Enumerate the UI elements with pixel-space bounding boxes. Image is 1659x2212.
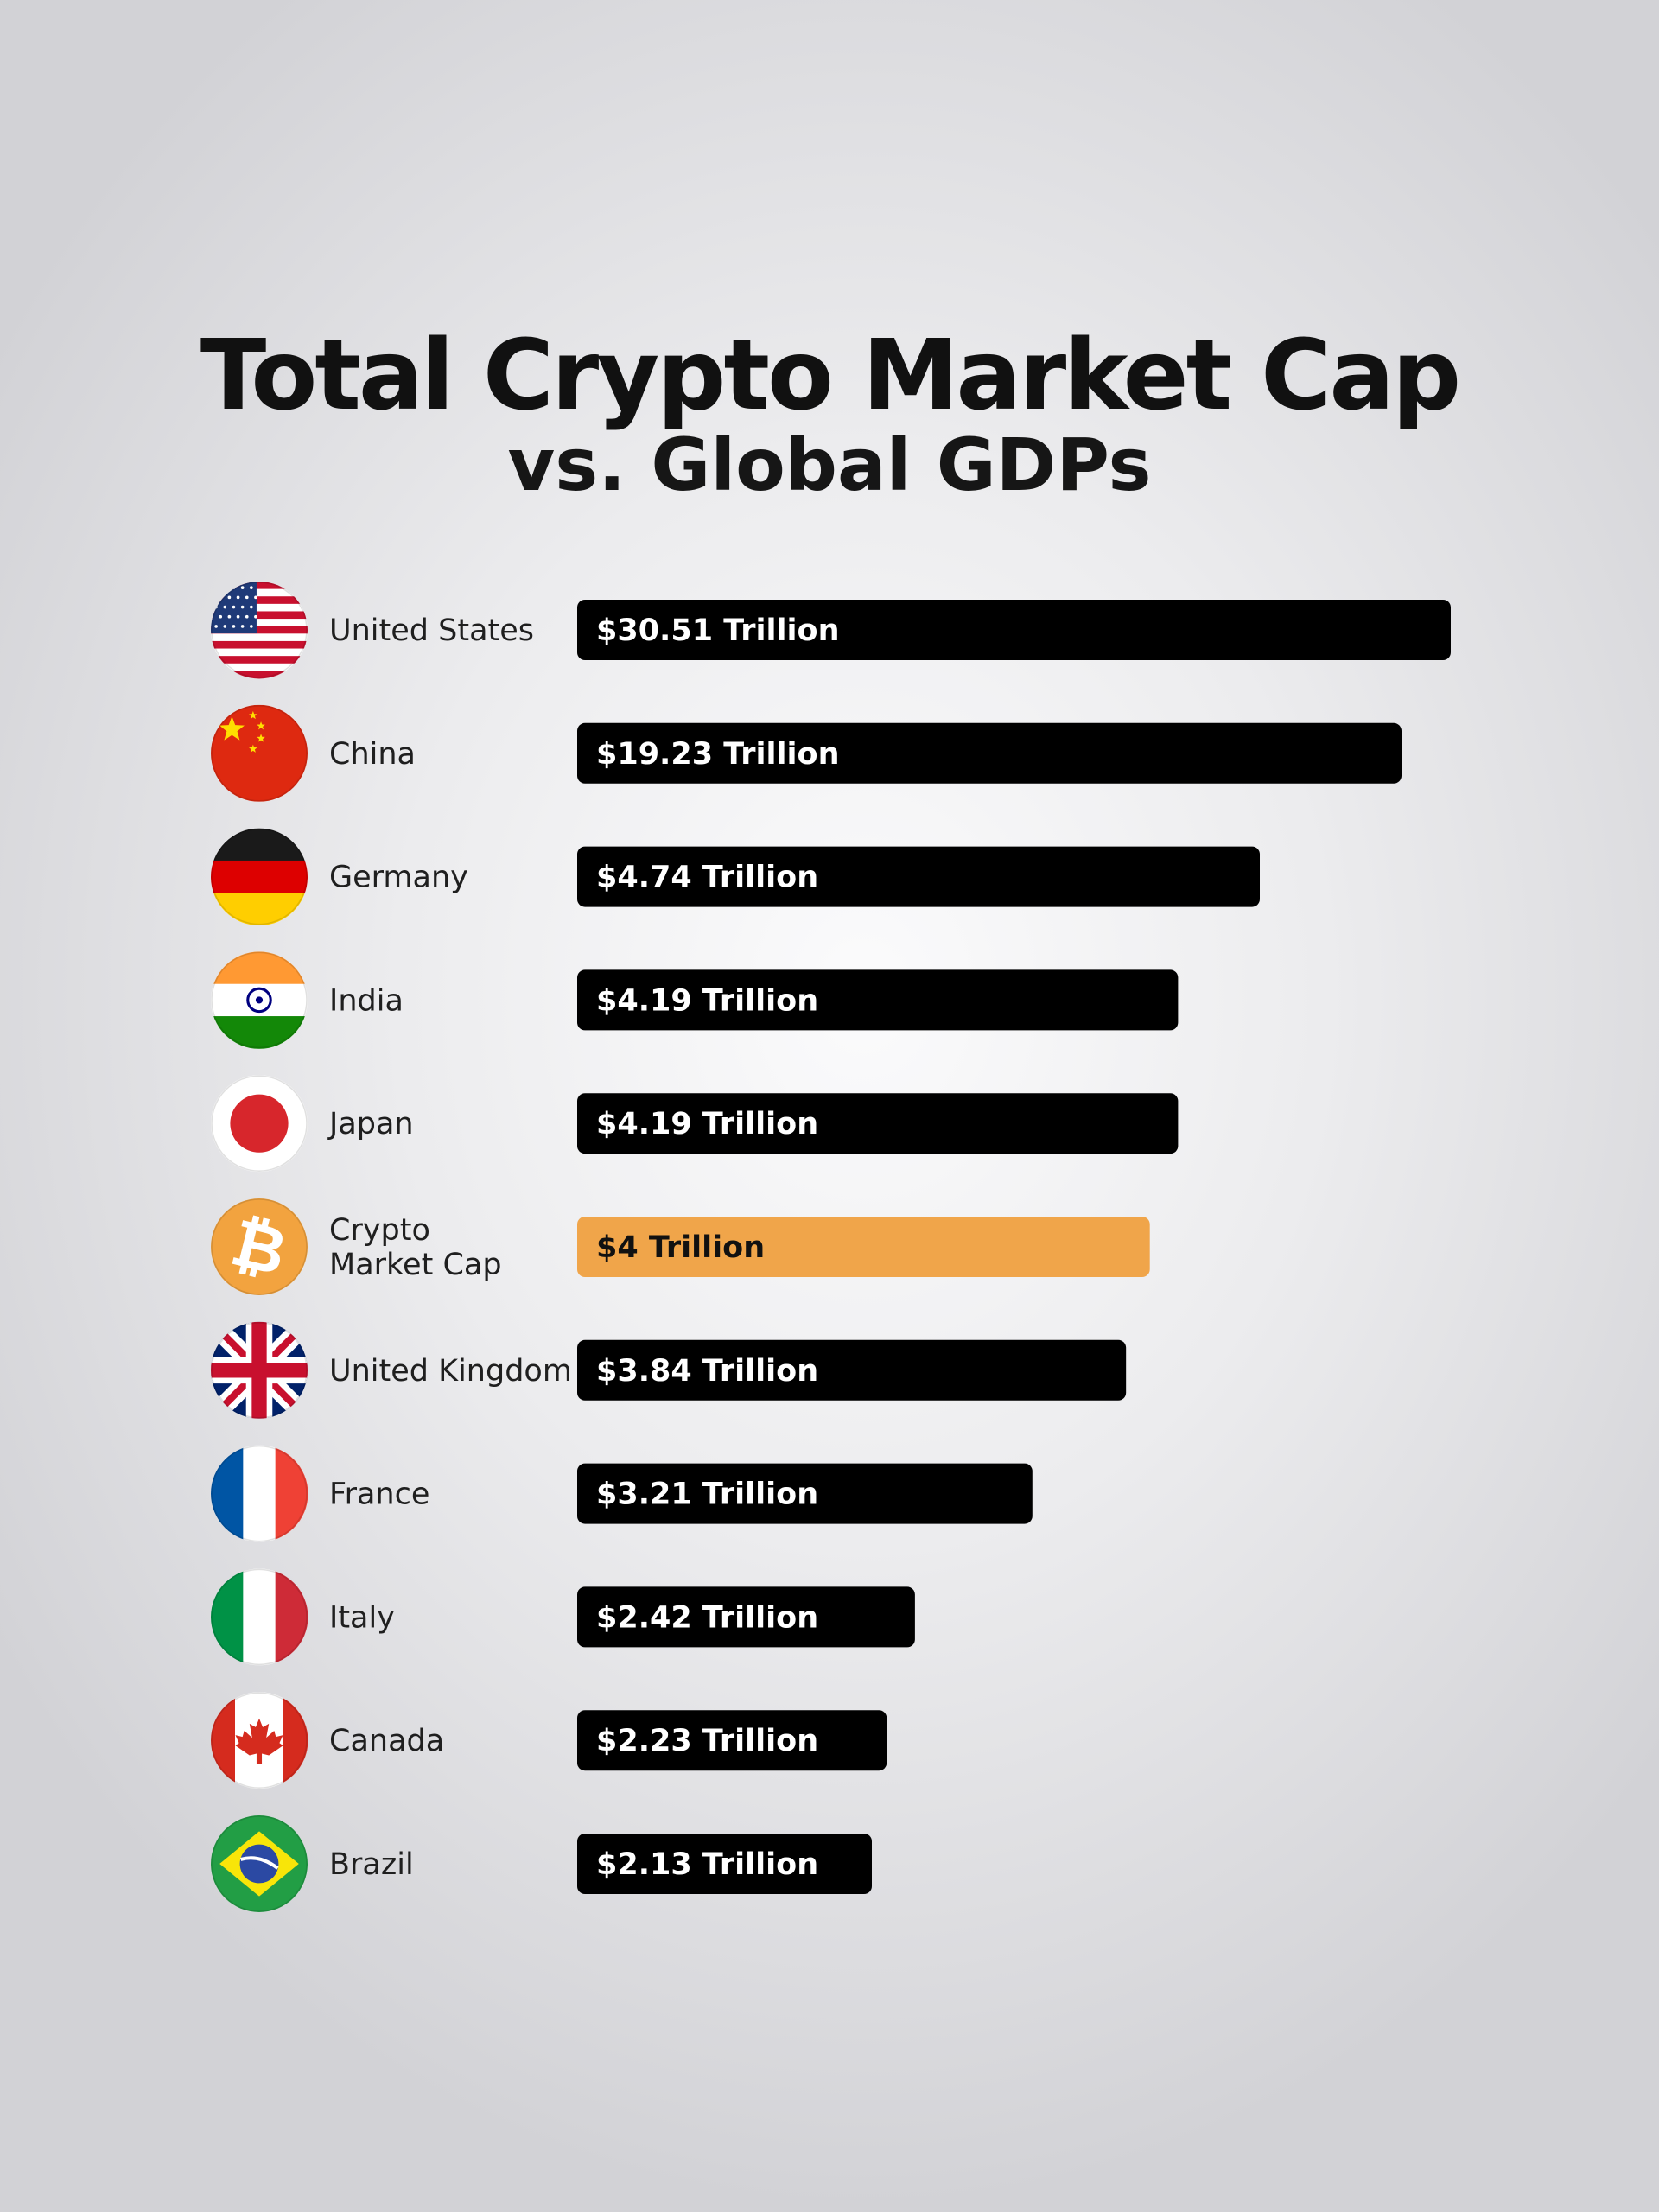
bar-row: United States $30.51 Trillion [211, 582, 1451, 679]
value-label: $4.74 Trillion [596, 861, 818, 895]
bar [577, 722, 1402, 784]
category-label: Canada [329, 1724, 444, 1758]
bar [577, 1586, 915, 1648]
category-label: China [329, 737, 416, 772]
category-label: Germany [329, 861, 468, 895]
flag-united-kingdom-icon [211, 1321, 308, 1419]
bar-row: India $4.19 Trillion [211, 951, 1179, 1049]
value-label: $4.19 Trillion [596, 1107, 818, 1141]
bar [577, 1093, 1179, 1154]
flag-brazil-icon [211, 1815, 308, 1912]
bar [577, 1834, 872, 1894]
value-label: $2.13 Trillion [596, 1847, 818, 1882]
bar [577, 1710, 887, 1771]
flag-united-states-icon [211, 582, 308, 679]
chart-title: Total Crypto Market Cap [200, 320, 1461, 432]
bar-row: ₿ Crypto Market Cap $4 Trillion [211, 1198, 1150, 1295]
category-label: United Kingdom [329, 1354, 572, 1389]
bitcoin-icon: ₿ [211, 1198, 308, 1295]
category-label: Crypto Market Cap [329, 1213, 502, 1282]
bar-row: Italy $2.42 Trillion [211, 1568, 915, 1666]
value-label: $3.21 Trillion [596, 1478, 818, 1512]
flag-japan-icon [211, 1075, 308, 1173]
value-label: $4 Trillion [596, 1230, 765, 1265]
bar [577, 600, 1451, 660]
highlight-bar [577, 1217, 1150, 1277]
value-label: $2.23 Trillion [596, 1724, 818, 1758]
flag-italy-icon [211, 1568, 308, 1666]
value-label: $30.51 Trillion [596, 613, 840, 648]
value-label: $2.42 Trillion [596, 1600, 818, 1635]
category-label: France [329, 1478, 429, 1512]
bar [577, 1463, 1033, 1524]
bar [577, 1339, 1127, 1401]
value-label: $4.19 Trillion [596, 983, 818, 1018]
flag-canada-icon [211, 1692, 308, 1789]
bar [577, 969, 1179, 1031]
category-label: United States [329, 613, 534, 648]
category-label: Japan [327, 1107, 414, 1141]
flag-india-icon [211, 951, 308, 1049]
bar-row: Germany $4.74 Trillion [211, 828, 1260, 926]
value-label: $19.23 Trillion [596, 737, 840, 772]
flag-china-icon [211, 704, 308, 802]
bar-row: Brazil $2.13 Trillion [211, 1815, 872, 1912]
category-label: Italy [329, 1600, 395, 1635]
flag-germany-icon [211, 828, 308, 926]
chart-subtitle: vs. Global GDPs [507, 423, 1152, 507]
value-label: $3.84 Trillion [596, 1354, 818, 1389]
flag-france-icon [211, 1445, 308, 1542]
bar-row: Canada $2.23 Trillion [211, 1692, 887, 1789]
bar-row: China $19.23 Trillion [211, 704, 1402, 802]
category-label: India [329, 983, 404, 1018]
bar-row: United Kingdom $3.84 Trillion [211, 1321, 1127, 1419]
bar-row: France $3.21 Trillion [211, 1445, 1033, 1542]
bar-row: Japan $4.19 Trillion [211, 1075, 1179, 1173]
bar [577, 846, 1260, 907]
category-label: Brazil [329, 1847, 414, 1882]
